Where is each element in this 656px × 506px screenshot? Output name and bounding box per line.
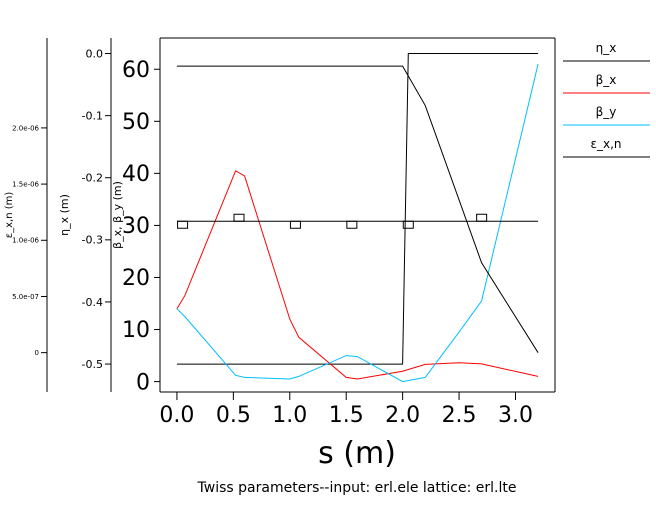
eta-axis-ticks: 0.0 -0.1 -0.2 -0.3 -0.4 -0.5 [82,47,111,371]
emittance-axis-label: ε_x,n (m) [4,192,15,239]
lattice-element [346,220,358,229]
x-tick-label: 0.5 [216,403,251,428]
eta-tick-label: -0.5 [82,358,103,371]
emittance-tick-label: 1.0e-06 [12,237,39,245]
lattice-profile [176,213,539,229]
beta-tick-label: 40 [122,162,150,187]
emittance-tick-label: 5.0e-07 [12,293,39,301]
emittance-tick-label: 2.0e-06 [12,124,39,132]
plot-frame [160,37,556,393]
beta-tick-label: 30 [122,214,150,239]
series-line-3 [176,65,539,353]
emittance-tick-label: 0 [35,349,39,357]
series-line-0 [176,53,539,365]
x-tick-label: 1.5 [329,403,364,428]
legend: η_x β_x β_y ε_x,n [563,41,650,158]
eta-tick-label: -0.3 [82,234,103,247]
emittance-axis-ticks: 0 5.0e-07 1.0e-06 1.5e-06 2.0e-06 [12,124,47,357]
x-axis-ticks: 0.0 0.5 1.0 1.5 2.0 2.5 3.0 [159,392,533,428]
beta-tick-label: 20 [122,266,150,291]
beta-tick-label: 10 [122,318,150,343]
eta-axis: 0.0 -0.1 -0.2 -0.3 -0.4 -0.5 η_x (m) [58,38,112,392]
series-group [176,53,539,383]
eta-axis-label: η_x (m) [58,194,71,236]
x-tick-label: 0.0 [159,403,194,428]
x-tick-label: 2.0 [385,403,420,428]
eta-tick-label: 0.0 [86,47,104,60]
lattice-element [402,220,414,229]
emittance-axis: 0 5.0e-07 1.0e-06 1.5e-06 2.0e-06 ε_x,n (m) [4,38,48,392]
x-tick-label: 1.0 [272,403,307,428]
legend-label-3: ε_x,n [590,137,621,151]
beta-axis-label: β_x, β_y (m) [111,181,124,249]
lattice-element [177,220,189,229]
x-tick-label: 3.0 [498,403,533,428]
x-axis-label: s (m) [318,436,396,471]
beta-axis-ticks: 0 10 20 30 40 50 60 [122,58,160,395]
emittance-tick-label: 1.5e-06 [12,181,39,189]
chart-caption: Twiss parameters--input: erl.ele lattice… [197,480,517,496]
beta-tick-label: 60 [122,58,150,83]
x-tick-label: 2.5 [442,403,477,428]
lattice-element [476,213,488,222]
legend-label-2: β_y [596,105,617,119]
eta-tick-label: -0.4 [82,296,103,309]
lattice-element [233,213,245,222]
legend-label-1: β_x [596,73,617,87]
series-line-1 [176,170,539,380]
eta-tick-label: -0.2 [82,172,103,185]
legend-label-0: η_x [596,41,617,55]
beta-tick-label: 0 [136,370,150,395]
beta-tick-label: 50 [122,110,150,135]
lattice-element [289,220,301,229]
series-line-2 [176,63,539,383]
beta-axis: 0 10 20 30 40 50 60 β_x, β_y (m) [111,38,161,395]
eta-tick-label: -0.1 [82,109,103,122]
